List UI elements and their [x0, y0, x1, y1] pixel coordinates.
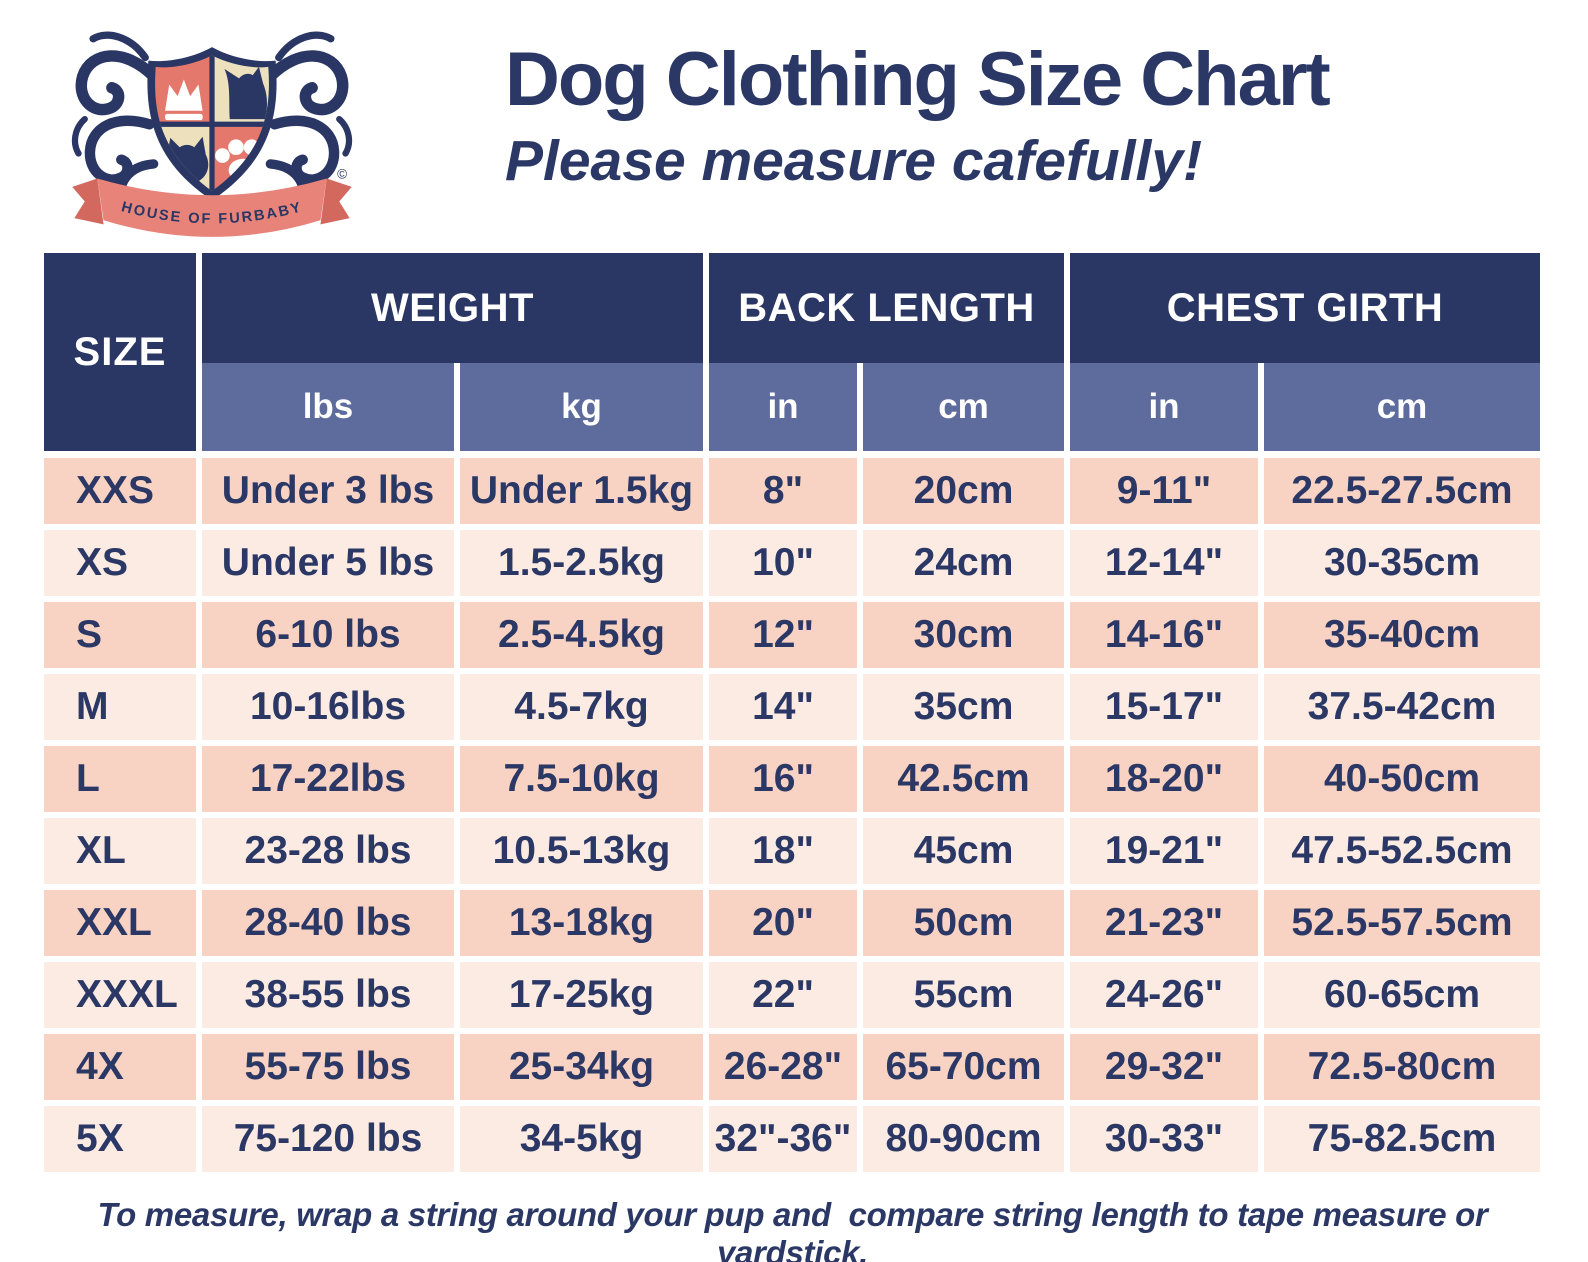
measuring-instructions: To measure, wrap a string around your pu… — [97, 1196, 1497, 1262]
value-cell: 30-35cm — [1264, 530, 1540, 596]
size-cell: XL — [44, 818, 196, 884]
value-cell: 26-28" — [709, 1034, 857, 1100]
value-cell: 35-40cm — [1264, 602, 1540, 668]
value-cell: 30cm — [863, 602, 1064, 668]
value-cell: Under 3 lbs — [202, 458, 454, 524]
value-cell: 20cm — [863, 458, 1064, 524]
value-cell: 22.5-27.5cm — [1264, 458, 1540, 524]
value-cell: 45cm — [863, 818, 1064, 884]
value-cell: 17-25kg — [460, 962, 703, 1028]
value-cell: 40-50cm — [1264, 746, 1540, 812]
column-group-chest-girth: CHEST GIRTH — [1070, 253, 1540, 363]
column-header-size: SIZE — [44, 253, 196, 451]
unit-header-back-in: in — [709, 363, 857, 451]
table-body: XXS Under 3 lbs Under 1.5kg 8" 20cm 9-11" 22.5… — [44, 458, 1541, 1172]
value-cell: 14-16" — [1070, 602, 1258, 668]
size-cell: XXXL — [44, 962, 196, 1028]
value-cell: 34-5kg — [460, 1106, 703, 1172]
value-cell: 50cm — [863, 890, 1064, 956]
size-cell: 4X — [44, 1034, 196, 1100]
value-cell: 18-20" — [1070, 746, 1258, 812]
ribbon-banner: HOUSE OF FURBABY — [72, 178, 352, 237]
size-cell: S — [44, 602, 196, 668]
value-cell: 10.5-13kg — [460, 818, 703, 884]
value-cell: 60-65cm — [1264, 962, 1540, 1028]
value-cell: 80-90cm — [863, 1106, 1064, 1172]
value-cell: 25-34kg — [460, 1034, 703, 1100]
value-cell: 24-26" — [1070, 962, 1258, 1028]
value-cell: 12" — [709, 602, 857, 668]
value-cell: 18" — [709, 818, 857, 884]
value-cell: Under 5 lbs — [202, 530, 454, 596]
value-cell: 1.5-2.5kg — [460, 530, 703, 596]
dog-icon — [224, 66, 268, 120]
value-cell: 29-32" — [1070, 1034, 1258, 1100]
size-cell: 5X — [44, 1106, 196, 1172]
title-block: Dog Clothing Size Chart Please measure c… — [505, 37, 1331, 194]
unit-header-weight-kg: kg — [460, 363, 703, 451]
column-group-weight: WEIGHT — [202, 253, 703, 363]
value-cell: 37.5-42cm — [1264, 674, 1540, 740]
unit-header-back-cm: cm — [863, 363, 1064, 451]
value-cell: 24cm — [863, 530, 1064, 596]
size-cell: XXS — [44, 458, 196, 524]
value-cell: 15-17" — [1070, 674, 1258, 740]
value-cell: 8" — [709, 458, 857, 524]
page-title: Dog Clothing Size Chart — [505, 37, 1331, 122]
table-header: SIZE WEIGHT BACK LENGTH CHEST GIRTH lbs … — [44, 253, 1541, 451]
size-table: SIZE WEIGHT BACK LENGTH CHEST GIRTH lbs … — [44, 253, 1541, 1172]
value-cell: 21-23" — [1070, 890, 1258, 956]
crown-icon — [165, 79, 203, 121]
value-cell: 16" — [709, 746, 857, 812]
value-cell: 10" — [709, 530, 857, 596]
page-subtitle: Please measure cafefully! — [505, 128, 1203, 193]
value-cell: 2.5-4.5kg — [460, 602, 703, 668]
copyright-mark: © — [337, 167, 347, 182]
size-cell: M — [44, 674, 196, 740]
value-cell: 6-10 lbs — [202, 602, 454, 668]
house-of-furbaby-logo: HOUSE OF FURBABY © — [71, 20, 358, 237]
value-cell: 23-28 lbs — [202, 818, 454, 884]
value-cell: 19-21" — [1070, 818, 1258, 884]
value-cell: 72.5-80cm — [1264, 1034, 1540, 1100]
value-cell: 22" — [709, 962, 857, 1028]
value-cell: Under 1.5kg — [460, 458, 703, 524]
crest-shield — [155, 55, 269, 192]
value-cell: 30-33" — [1070, 1106, 1258, 1172]
value-cell: 32"-36" — [709, 1106, 857, 1172]
value-cell: 12-14" — [1070, 530, 1258, 596]
unit-header-chest-cm: cm — [1264, 363, 1540, 451]
value-cell: 55cm — [863, 962, 1064, 1028]
value-cell: 55-75 lbs — [202, 1034, 454, 1100]
value-cell: 38-55 lbs — [202, 962, 454, 1028]
value-cell: 52.5-57.5cm — [1264, 890, 1540, 956]
value-cell: 35cm — [863, 674, 1064, 740]
value-cell: 17-22lbs — [202, 746, 454, 812]
unit-header-chest-in: in — [1070, 363, 1258, 451]
column-group-back-length: BACK LENGTH — [709, 253, 1064, 363]
value-cell: 7.5-10kg — [460, 746, 703, 812]
unit-header-weight-lbs: lbs — [202, 363, 454, 451]
value-cell: 10-16lbs — [202, 674, 454, 740]
value-cell: 42.5cm — [863, 746, 1064, 812]
value-cell: 28-40 lbs — [202, 890, 454, 956]
size-cell: XS — [44, 530, 196, 596]
value-cell: 13-18kg — [460, 890, 703, 956]
size-cell: L — [44, 746, 196, 812]
value-cell: 47.5-52.5cm — [1264, 818, 1540, 884]
value-cell: 75-82.5cm — [1264, 1106, 1540, 1172]
value-cell: 9-11" — [1070, 458, 1258, 524]
value-cell: 14" — [709, 674, 857, 740]
value-cell: 65-70cm — [863, 1034, 1064, 1100]
value-cell: 20" — [709, 890, 857, 956]
value-cell: 75-120 lbs — [202, 1106, 454, 1172]
size-cell: XXL — [44, 890, 196, 956]
value-cell: 4.5-7kg — [460, 674, 703, 740]
